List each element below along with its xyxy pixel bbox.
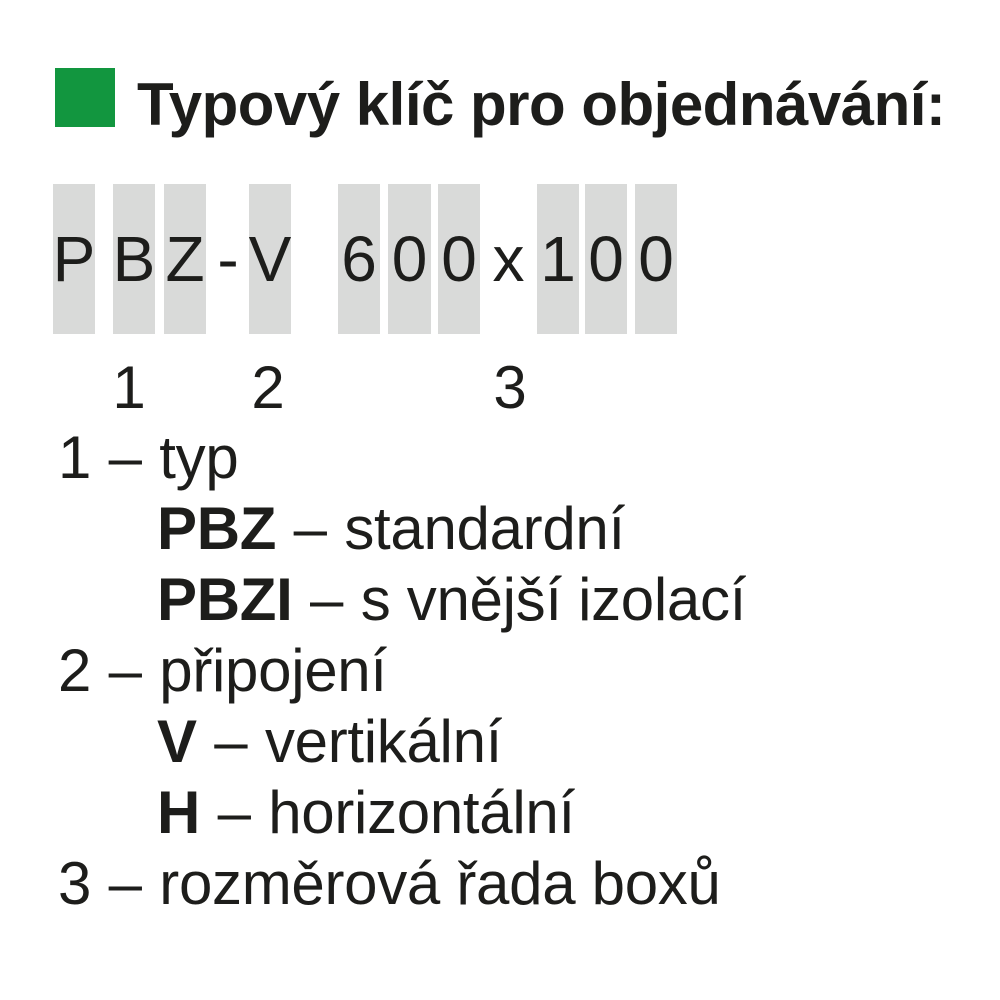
legend: 1 – typ PBZ – standardní PBZI – s vnější i… [58,422,746,919]
code-char-cell: B [113,184,155,334]
code-char-cell: 0 [635,184,677,334]
code-char: 6 [341,223,377,295]
legend-line: H – horizontální [58,777,746,848]
code-char-cell: 1 [537,184,579,334]
code-char-cell: 0 [388,184,431,334]
code-char: x [492,223,525,295]
legend-dash: – [108,637,142,704]
code-char-cell: V [249,184,291,334]
legend-dash: – [214,708,248,775]
legend-line: PBZI – s vnější izolací [58,564,746,635]
code-separator-cell: x [480,184,537,334]
code-separator-cell: - [206,184,250,334]
green-square-bullet-icon [55,68,115,127]
legend-term: 1 [58,424,92,491]
legend-dash: – [108,850,142,917]
position-marker: 2 [251,354,285,421]
code-char: 1 [540,223,576,295]
legend-description: s vnější izolací [360,566,747,633]
legend-term: V [157,708,197,775]
position-marker: 1 [112,354,146,421]
code-char: V [248,223,292,295]
code-char-cell: Z [164,184,206,334]
legend-description: horizontální [268,779,575,846]
legend-dash: – [310,566,344,633]
code-char: 0 [391,223,428,295]
legend-description: typ [159,424,239,491]
code-char-cell: 6 [338,184,380,334]
legend-description: vertikální [264,708,503,775]
legend-description: připojení [159,637,387,704]
code-char: Z [165,223,205,295]
code-char-cell: P [53,184,95,334]
code-char: 0 [588,223,624,295]
legend-line: PBZ – standardní [58,493,746,564]
legend-term: 3 [58,850,92,917]
legend-dash: – [108,424,142,491]
legend-term: PBZ [157,495,277,562]
position-marker: 3 [493,354,527,421]
code-char: P [52,223,96,295]
legend-term: H [157,779,201,846]
code-char: 0 [638,223,674,295]
legend-term: 2 [58,637,92,704]
code-char: B [112,223,156,295]
code-char-cell: 0 [585,184,627,334]
legend-term: PBZI [157,566,293,633]
code-char-cell: 0 [438,184,480,334]
code-char: 0 [441,223,477,295]
legend-dash: – [293,495,327,562]
legend-line: 1 – typ [58,422,746,493]
code-char: - [217,223,239,295]
legend-description: standardní [344,495,625,562]
legend-description: rozměrová řada boxů [159,850,721,917]
page-title: Typový klíč pro objednávání: [137,71,946,138]
legend-line: 3 – rozměrová řada boxů [58,848,746,919]
legend-line: V – vertikální [58,706,746,777]
legend-line: 2 – připojení [58,635,746,706]
legend-dash: – [217,779,251,846]
